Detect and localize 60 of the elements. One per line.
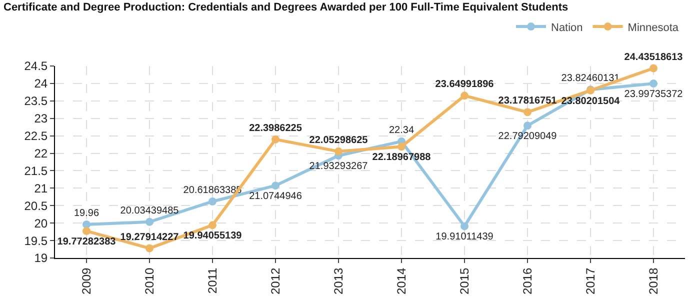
y-tick-label: 24.5 <box>24 59 48 74</box>
data-label: 21.0744946 <box>249 191 302 202</box>
data-label: 19.77282383 <box>57 236 116 248</box>
point <box>524 108 532 116</box>
x-tick-label: 2016 <box>520 267 534 295</box>
y-tick-label: 21.5 <box>24 164 48 178</box>
y-tick-label: 22 <box>34 146 48 160</box>
data-label: 19.94055139 <box>183 230 242 242</box>
x-tick-label: 2012 <box>268 267 282 295</box>
y-tick-label: 20.5 <box>24 198 48 213</box>
data-label: 23.99735372 <box>624 89 684 100</box>
point <box>650 80 658 88</box>
point <box>208 197 216 206</box>
point <box>272 182 280 190</box>
data-label: 21.93293267 <box>309 161 368 172</box>
data-label: 22.05298625 <box>309 134 368 146</box>
point <box>524 122 532 130</box>
data-label: 23.64991896 <box>435 79 494 90</box>
legend-label: Minnesota <box>628 22 680 34</box>
data-label: 23.80201504 <box>561 96 620 107</box>
chart-title: Certificate and Degree Production: Credentials and Degrees Awarded per 100 Full-Time Equivalent Students <box>4 2 568 14</box>
data-label: 20.03439485 <box>120 205 180 216</box>
point <box>146 244 154 252</box>
data-label: 19.91011439 <box>436 232 494 243</box>
y-tick-label: 19 <box>34 251 48 266</box>
x-tick-label: 2014 <box>394 267 408 295</box>
y-tick-label: 19.5 <box>24 234 48 248</box>
legend-label: Nation <box>551 22 583 34</box>
data-label: 23.82460131 <box>561 73 620 84</box>
data-label: 22.34 <box>388 124 414 136</box>
point <box>146 218 154 226</box>
y-tick-label: 23 <box>34 112 48 126</box>
x-tick-label: 2009 <box>79 267 94 295</box>
x-tick-label: 2018 <box>646 267 660 295</box>
data-label: 24.43518613 <box>624 52 684 63</box>
x-tick-label: 2010 <box>142 267 156 295</box>
point <box>650 64 658 72</box>
data-label: 22.79209049 <box>498 131 558 142</box>
y-tick-label: 23.5 <box>24 94 48 108</box>
point <box>398 142 406 151</box>
data-label: 19.96 <box>74 208 100 219</box>
point <box>334 147 342 156</box>
data-label: 23.17816751 <box>498 96 558 107</box>
point <box>460 92 468 100</box>
data-label: 19.27914227 <box>120 232 180 243</box>
point <box>460 222 468 230</box>
point <box>272 135 280 144</box>
y-tick-label: 24 <box>34 76 48 91</box>
y-tick-label: 21 <box>34 181 48 196</box>
data-label: 22.3986225 <box>249 122 302 134</box>
y-tick-label: 22.5 <box>24 129 48 144</box>
x-tick-label: 2013 <box>331 267 346 295</box>
x-tick-label: 2017 <box>583 267 598 295</box>
data-label: 22.18967988 <box>372 152 432 164</box>
x-tick-label: 2015 <box>457 267 472 295</box>
x-tick-label: 2011 <box>205 267 220 294</box>
point <box>82 227 90 236</box>
point <box>82 220 90 228</box>
point <box>208 221 216 230</box>
y-tick-label: 20 <box>34 216 48 230</box>
